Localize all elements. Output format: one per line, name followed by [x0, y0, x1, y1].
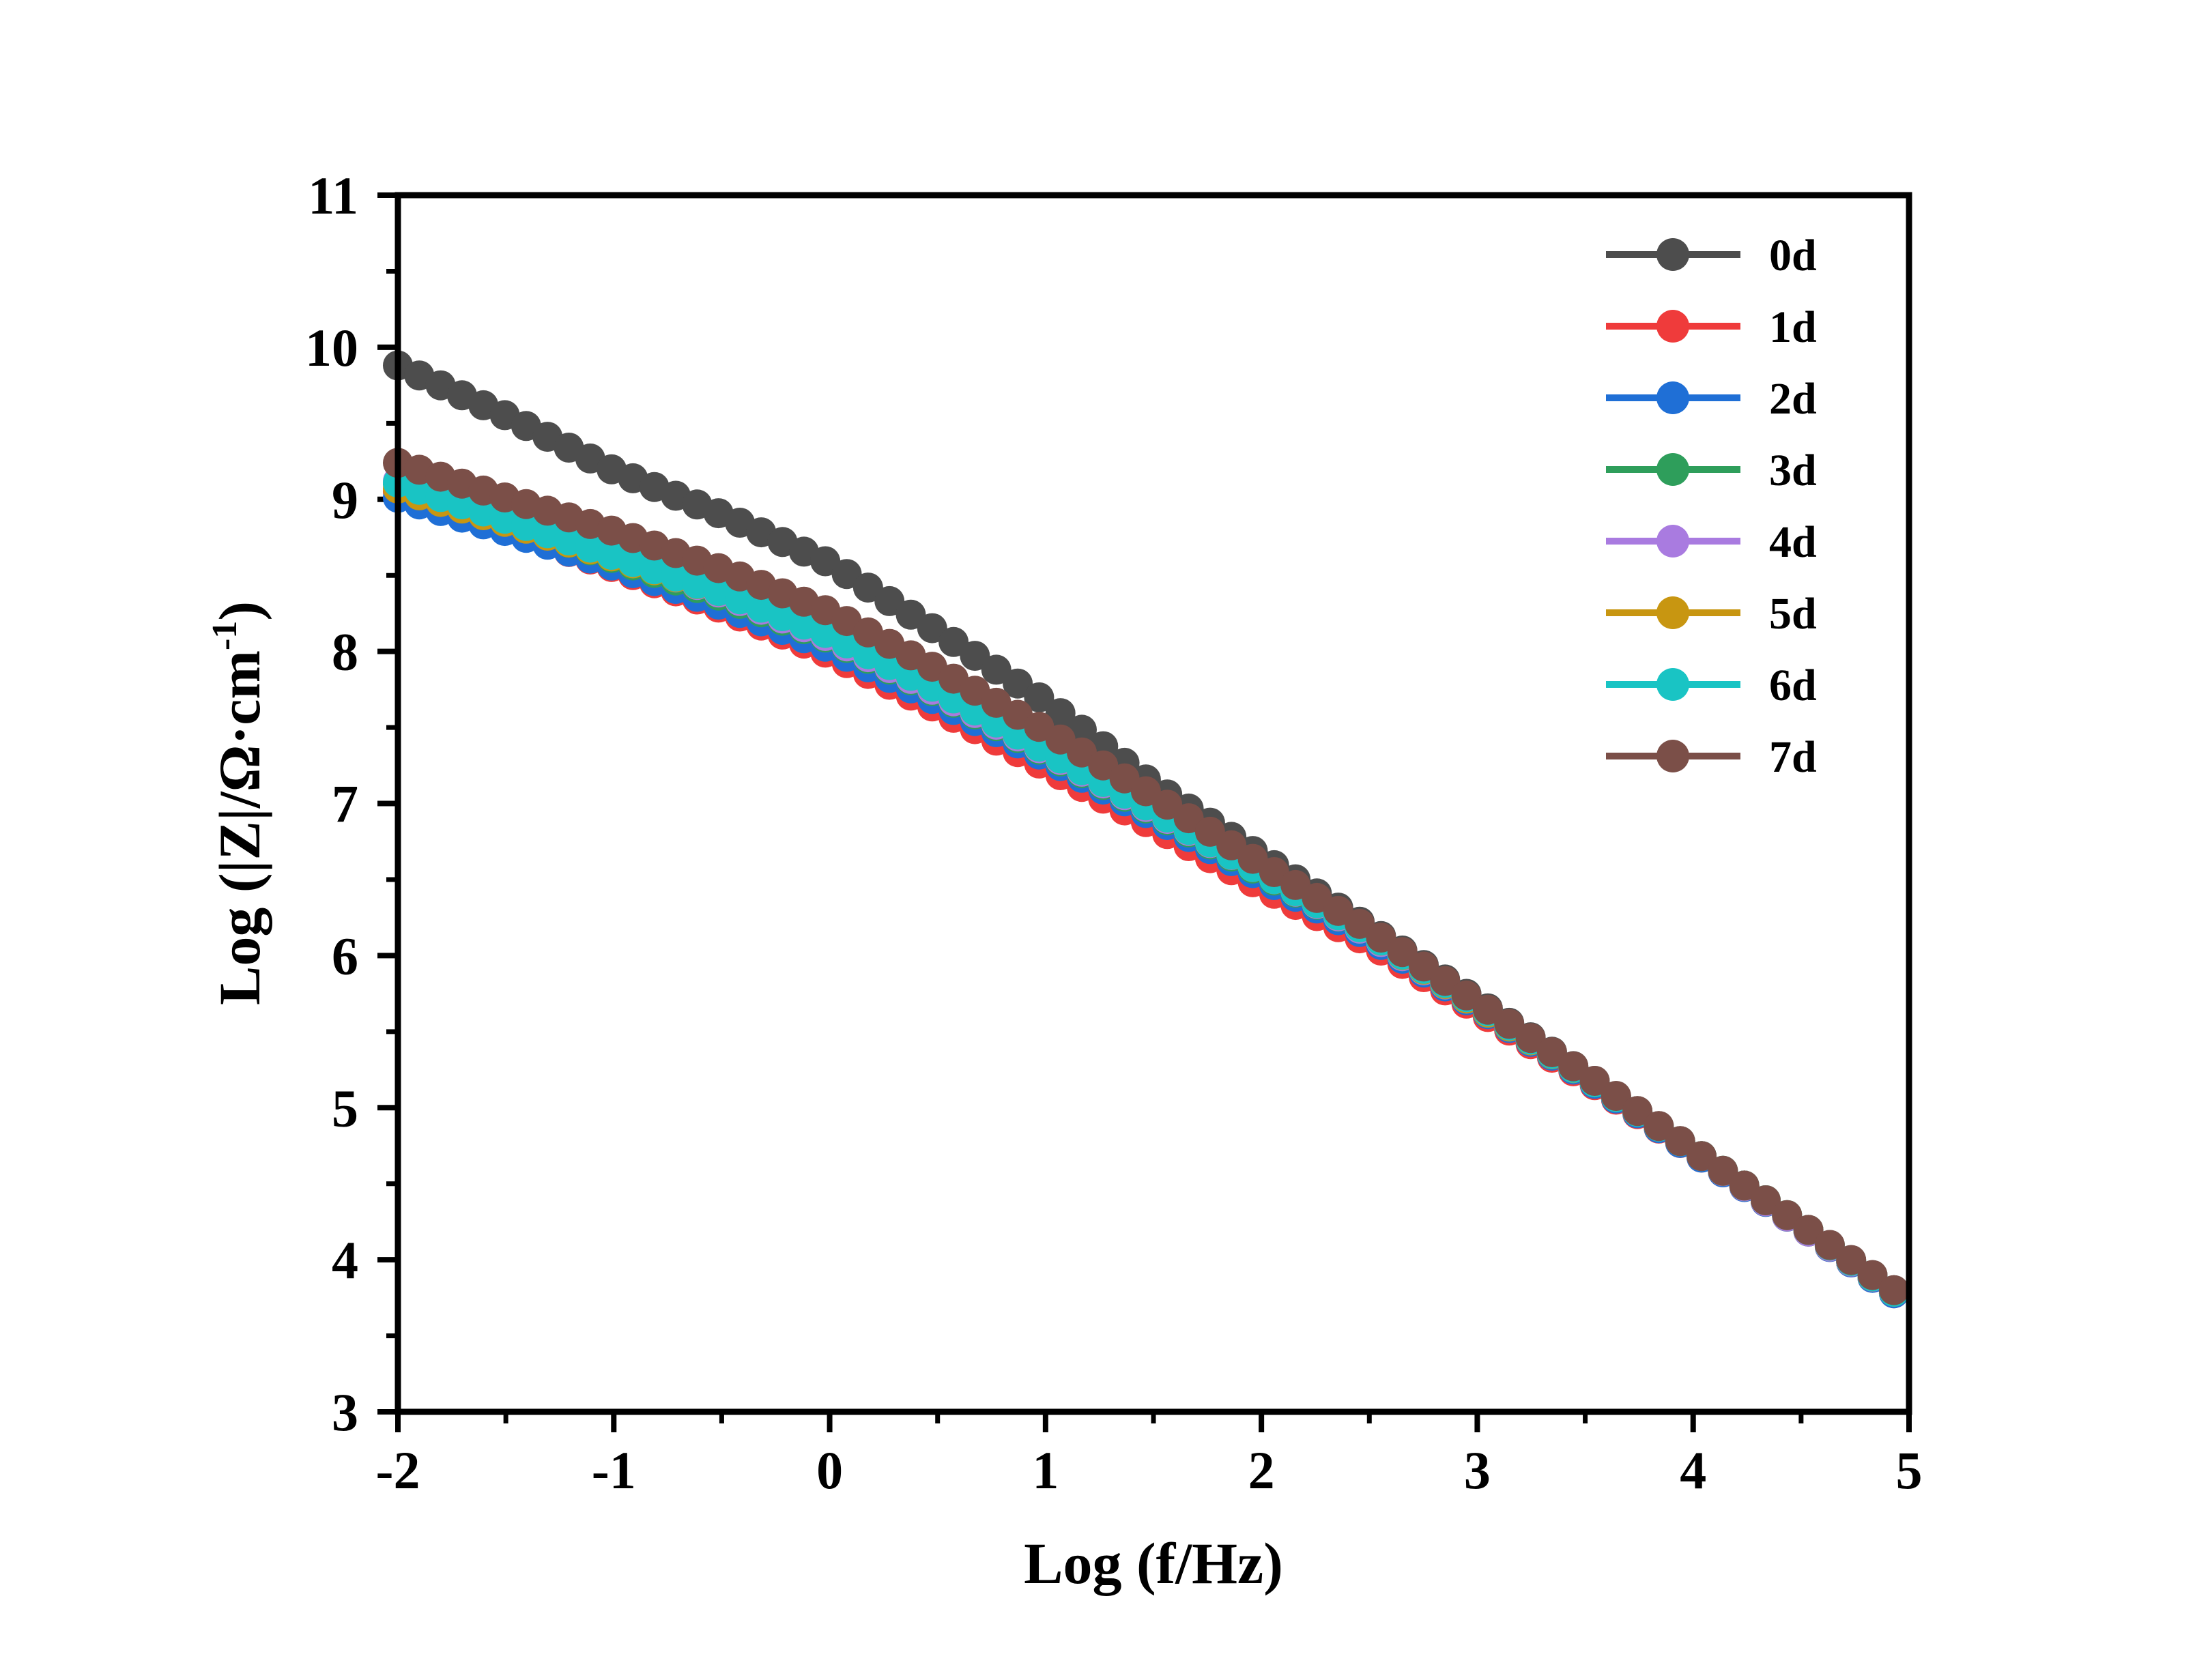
data-point: [1366, 923, 1396, 953]
legend-marker: [1656, 525, 1689, 557]
legend-item-3d: 3d: [1606, 446, 1817, 495]
data-point: [1644, 1111, 1674, 1142]
data-point: [1451, 980, 1482, 1011]
y-tick-label: 10: [305, 318, 358, 377]
legend-marker: [1656, 310, 1689, 343]
legend-item-1d: 1d: [1606, 302, 1817, 352]
data-point: [1814, 1230, 1845, 1260]
legend-label: 0d: [1769, 231, 1817, 280]
legend-label: 4d: [1769, 517, 1817, 567]
legend-label: 2d: [1769, 374, 1817, 424]
data-point: [1515, 1023, 1546, 1054]
x-tick-label: -2: [376, 1440, 420, 1500]
y-tick-label: 11: [308, 166, 358, 225]
legend-item-5d: 5d: [1606, 589, 1817, 639]
data-point: [1751, 1185, 1781, 1215]
data-point: [1345, 908, 1375, 939]
legend-marker: [1656, 668, 1689, 701]
x-tick-label: 1: [1032, 1440, 1059, 1500]
legend-item-0d: 0d: [1606, 231, 1817, 280]
data-point: [1003, 668, 1033, 699]
data-point: [981, 654, 1012, 685]
y-tick-label: 5: [332, 1078, 358, 1138]
data-point: [1430, 966, 1461, 996]
data-point: [1708, 1155, 1738, 1186]
legend-item-2d: 2d: [1606, 374, 1817, 424]
y-tick-label: 4: [332, 1230, 358, 1290]
plot-area: [383, 350, 1909, 1309]
legend-marker: [1656, 381, 1689, 414]
x-tick-label: 0: [816, 1440, 843, 1500]
y-tick-label: 7: [332, 774, 358, 834]
plot-frame: [394, 192, 1912, 1415]
series-6d: [383, 467, 1909, 1307]
data-point: [1173, 803, 1204, 834]
series-7d: [383, 448, 1909, 1305]
data-point: [1194, 816, 1225, 847]
y-axis-title: Log (|Z|/Ω·cm-1): [205, 601, 272, 1005]
data-point: [1152, 790, 1183, 820]
data-point: [1558, 1051, 1589, 1082]
data-point: [1857, 1260, 1888, 1290]
x-tick-label: -1: [592, 1440, 636, 1500]
data-point: [1045, 698, 1076, 729]
legend-item-4d: 4d: [1606, 517, 1817, 567]
data-point: [895, 599, 926, 630]
x-tick-label: 2: [1248, 1440, 1275, 1500]
data-point: [1878, 1275, 1909, 1305]
y-tick-label: 3: [332, 1382, 358, 1442]
data-point: [1622, 1096, 1653, 1127]
legend-marker: [1656, 740, 1689, 772]
legend-marker: [1656, 453, 1689, 486]
data-point: [831, 559, 862, 590]
data-point: [1579, 1066, 1610, 1096]
data-point: [1729, 1170, 1760, 1201]
data-point: [1494, 1009, 1525, 1039]
data-point: [917, 613, 947, 643]
data-point: [1836, 1245, 1867, 1275]
x-tick-label: 3: [1464, 1440, 1491, 1500]
x-axis-title: Log (f/Hz): [1024, 1531, 1283, 1596]
data-point: [1024, 682, 1055, 712]
series-4d: [383, 466, 1909, 1307]
data-point: [1130, 776, 1161, 807]
series-3d: [383, 469, 1909, 1307]
legend-label: 5d: [1769, 589, 1817, 639]
data-point: [1387, 937, 1418, 968]
data-point: [1472, 994, 1503, 1025]
legend-item-6d: 6d: [1606, 661, 1817, 710]
legend: 0d 1d 2d 3d 4d 5d 6d 7d: [1606, 231, 1817, 782]
data-point: [1216, 830, 1247, 860]
data-point: [1772, 1200, 1803, 1230]
y-tick-label: 6: [332, 926, 358, 985]
data-point: [1793, 1215, 1824, 1245]
legend-marker: [1656, 596, 1689, 629]
legend-label: 3d: [1769, 446, 1817, 495]
data-point: [1665, 1126, 1695, 1157]
legend-marker: [1656, 238, 1689, 271]
data-point: [938, 626, 969, 657]
data-point: [1687, 1141, 1717, 1172]
y-axis-title-main: Log (|Z|/Ω·cm: [207, 650, 272, 1005]
series-line: [397, 460, 1896, 1292]
x-tick-label: 4: [1680, 1440, 1706, 1500]
legend-item-7d: 7d: [1606, 732, 1817, 782]
data-point: [960, 641, 990, 671]
data-point: [1536, 1037, 1567, 1067]
data-point: [874, 585, 905, 616]
legend-label: 6d: [1769, 661, 1817, 710]
data-point: [852, 573, 883, 603]
x-tick-label: 5: [1896, 1440, 1923, 1500]
y-tick-label: 8: [332, 622, 358, 682]
legend-label: 7d: [1769, 732, 1817, 782]
y-axis-title-superscript: -1: [205, 621, 244, 650]
data-point: [1409, 951, 1439, 982]
legend-label: 1d: [1769, 302, 1817, 352]
y-tick-label: 9: [332, 470, 358, 530]
y-tick-labels: 3 4 5 6 7 8 9 10 11: [305, 166, 358, 1442]
data-point: [1601, 1081, 1631, 1112]
y-axis-title-close: ): [207, 601, 272, 621]
x-tick-labels: -2 -1 0 1 2 3 4 5: [376, 1440, 1923, 1500]
